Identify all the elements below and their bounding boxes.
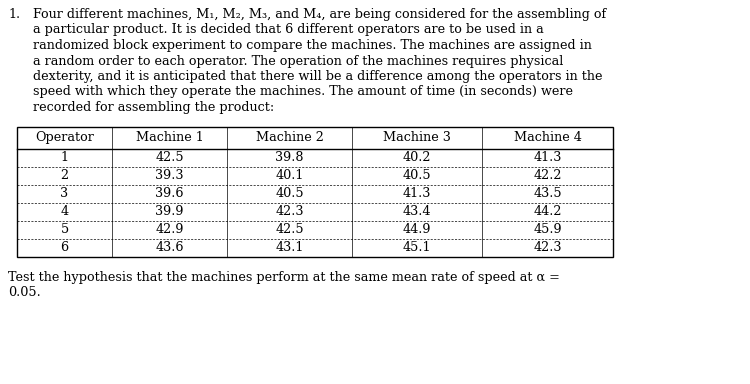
Text: 5: 5 — [60, 223, 69, 236]
Text: 1: 1 — [61, 151, 68, 164]
Text: 41.3: 41.3 — [533, 151, 562, 164]
Text: 4: 4 — [61, 205, 68, 218]
Text: a random order to each operator. The operation of the machines requires physical: a random order to each operator. The ope… — [33, 55, 563, 68]
Text: 43.6: 43.6 — [155, 241, 184, 254]
Text: 40.2: 40.2 — [403, 151, 431, 164]
Text: 0.05.: 0.05. — [8, 286, 40, 299]
Text: recorded for assembling the product:: recorded for assembling the product: — [33, 101, 274, 114]
Text: Test the hypothesis that the machines perform at the same mean rate of speed at : Test the hypothesis that the machines pe… — [8, 270, 560, 283]
Text: 40.5: 40.5 — [275, 187, 304, 200]
Text: 39.3: 39.3 — [155, 169, 184, 182]
Text: 40.1: 40.1 — [275, 169, 304, 182]
Text: 39.9: 39.9 — [155, 205, 184, 218]
Text: a particular product. It is decided that 6 different operators are to be used in: a particular product. It is decided that… — [33, 23, 544, 36]
Text: 43.5: 43.5 — [533, 187, 562, 200]
Text: 42.3: 42.3 — [275, 205, 304, 218]
Text: 39.8: 39.8 — [275, 151, 304, 164]
Text: 43.1: 43.1 — [275, 241, 304, 254]
Text: 44.9: 44.9 — [403, 223, 431, 236]
Text: 42.9: 42.9 — [155, 223, 184, 236]
Text: speed with which they operate the machines. The amount of time (in seconds) were: speed with which they operate the machin… — [33, 86, 573, 99]
Text: 3: 3 — [61, 187, 68, 200]
Text: 43.4: 43.4 — [403, 205, 431, 218]
Text: 2: 2 — [61, 169, 68, 182]
Text: Operator: Operator — [35, 131, 94, 144]
Text: Machine 4: Machine 4 — [514, 131, 581, 144]
Text: Machine 2: Machine 2 — [256, 131, 323, 144]
Text: 45.9: 45.9 — [533, 223, 562, 236]
Text: 42.5: 42.5 — [275, 223, 304, 236]
Text: 42.3: 42.3 — [533, 241, 562, 254]
Text: 42.2: 42.2 — [533, 169, 562, 182]
Text: 41.3: 41.3 — [403, 187, 431, 200]
Text: Four different machines, M₁, M₂, M₃, and M₄, are being considered for the assemb: Four different machines, M₁, M₂, M₃, and… — [33, 8, 606, 21]
Text: dexterity, and it is anticipated that there will be a difference among the opera: dexterity, and it is anticipated that th… — [33, 70, 602, 83]
Text: 39.6: 39.6 — [155, 187, 184, 200]
Bar — [17, 126, 613, 257]
Text: 42.5: 42.5 — [155, 151, 184, 164]
Text: 45.1: 45.1 — [403, 241, 431, 254]
Text: Machine 1: Machine 1 — [136, 131, 203, 144]
Text: 6: 6 — [61, 241, 68, 254]
Text: Machine 3: Machine 3 — [383, 131, 451, 144]
Text: randomized block experiment to compare the machines. The machines are assigned i: randomized block experiment to compare t… — [33, 39, 592, 52]
Text: 40.5: 40.5 — [403, 169, 431, 182]
Text: 44.2: 44.2 — [533, 205, 562, 218]
Text: 1.: 1. — [8, 8, 20, 21]
